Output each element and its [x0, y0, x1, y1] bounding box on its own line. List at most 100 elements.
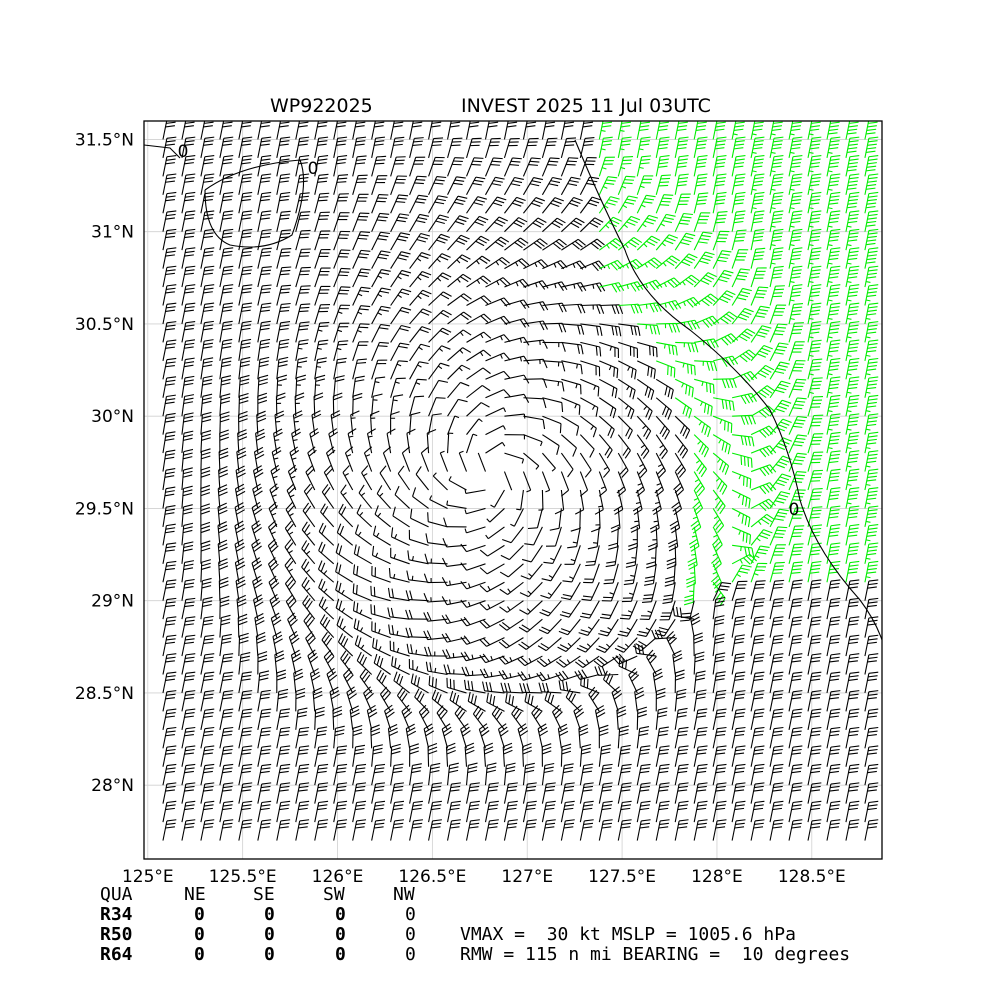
wind-barb	[769, 191, 784, 214]
wind-barb	[441, 596, 467, 606]
wind-barb	[447, 121, 461, 140]
wind-barb	[598, 196, 620, 214]
wind-barb	[485, 389, 511, 399]
wind-barb	[561, 434, 577, 457]
wind-barb	[668, 526, 679, 552]
wind-barb	[162, 763, 177, 786]
wind-barb	[826, 800, 841, 823]
wind-barb	[560, 763, 574, 786]
wind-barb	[864, 376, 879, 398]
wind-barb	[390, 324, 411, 343]
wind-barb	[750, 155, 765, 177]
wind-barb	[390, 156, 406, 177]
wind-barb	[268, 520, 278, 546]
wind-barb	[807, 358, 823, 380]
wind-barb	[527, 508, 543, 530]
wind-barb	[292, 410, 303, 435]
wind-barb	[427, 742, 438, 767]
wind-barb	[608, 526, 619, 550]
wind-barb	[578, 618, 600, 636]
wind-barb	[560, 782, 575, 804]
wind-barb	[449, 690, 467, 712]
wind-barb	[750, 562, 768, 583]
wind-barb	[447, 137, 463, 159]
wind-barb	[401, 704, 413, 731]
wind-barb	[162, 136, 177, 159]
wind-barb	[414, 688, 429, 712]
wind-barb	[428, 379, 449, 399]
wind-barb	[200, 726, 215, 749]
wind-barb	[612, 653, 638, 665]
wind-barb	[769, 342, 789, 362]
wind-barb	[328, 428, 338, 454]
wind-barb	[200, 653, 215, 675]
wind-barb	[541, 157, 560, 177]
wind-barb	[200, 634, 215, 657]
wind-barb	[428, 345, 451, 362]
wind-barb	[561, 360, 583, 375]
wind-barb	[516, 489, 524, 511]
wind-barb	[579, 763, 594, 786]
wind-barb	[541, 762, 555, 786]
wind-barb	[672, 650, 683, 675]
wind-barb	[371, 782, 386, 804]
wind-barb	[712, 708, 727, 730]
wind-barb	[219, 191, 234, 214]
wind-barb	[333, 174, 349, 195]
wind-barb	[162, 616, 177, 638]
wind-barb	[219, 653, 234, 675]
wind-barb	[788, 247, 803, 269]
wind-barb	[460, 616, 486, 627]
wind-barb	[314, 726, 328, 749]
wind-barb	[864, 321, 879, 343]
wind-barb	[295, 339, 309, 361]
wind-barb	[257, 763, 272, 786]
wind-barb	[693, 763, 708, 786]
wind-barb	[636, 214, 659, 233]
wind-barb	[845, 653, 860, 675]
wind-barb	[579, 452, 592, 478]
wind-barb	[219, 671, 234, 694]
wind-barb	[238, 284, 253, 306]
wind-barb	[336, 616, 354, 639]
wind-barb	[750, 819, 765, 841]
wind-barb	[788, 173, 803, 195]
wind-barb	[286, 483, 297, 509]
wind-barb	[408, 658, 429, 676]
wind-barb	[486, 692, 505, 712]
wind-barb	[252, 483, 263, 509]
wind-barb	[485, 256, 510, 270]
wind-barb	[674, 819, 689, 841]
wind-barb	[826, 579, 841, 601]
wind-barb	[181, 560, 195, 583]
wind-barb	[253, 594, 264, 620]
wind-barb	[788, 155, 803, 177]
wind-barb	[181, 578, 195, 601]
wind-barb	[769, 726, 784, 749]
wind-barb	[371, 136, 386, 159]
wind-barb	[864, 394, 879, 417]
wind-barb	[573, 704, 585, 731]
wind-barb	[656, 360, 676, 378]
wind-barb	[807, 228, 822, 251]
wind-barb	[807, 800, 822, 823]
wind-barb	[332, 705, 343, 730]
wind-barb	[295, 782, 310, 804]
wind-barb	[219, 302, 234, 325]
wind-barb	[769, 561, 785, 583]
wind-barb	[352, 136, 367, 159]
wind-barb	[181, 541, 194, 564]
wind-barb	[788, 471, 807, 491]
wind-barb	[712, 726, 727, 749]
wind-barb	[409, 361, 429, 380]
wind-barb	[540, 581, 562, 599]
wind-barb	[181, 430, 194, 454]
wind-barb	[276, 136, 291, 159]
wind-barb	[522, 177, 543, 196]
wind-barb	[712, 471, 728, 495]
wind-barb	[617, 136, 632, 159]
wind-barb	[465, 433, 478, 454]
wind-barb	[333, 249, 351, 269]
wind-barb	[162, 431, 176, 454]
wind-barb	[181, 745, 196, 767]
